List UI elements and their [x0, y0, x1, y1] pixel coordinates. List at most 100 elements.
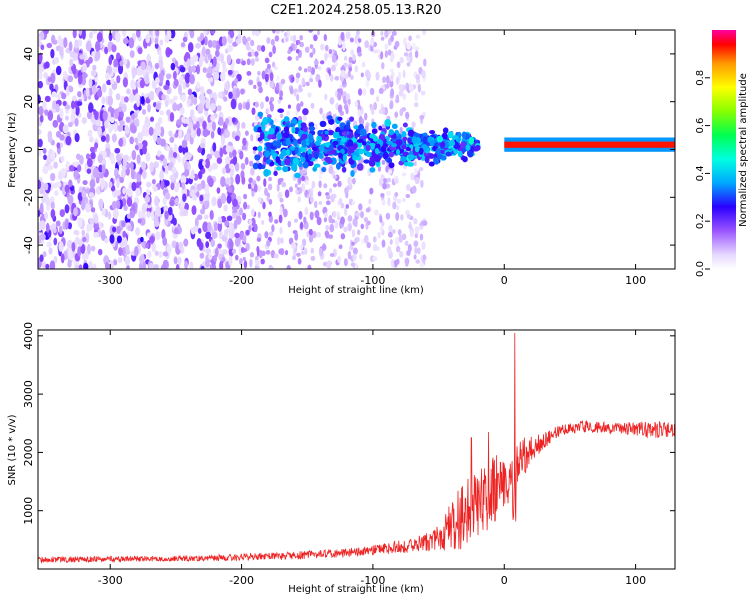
spectrum-cell — [271, 224, 275, 233]
spectrum-cell — [116, 225, 121, 234]
spectrum-cell — [325, 224, 330, 231]
spectrum-cell — [195, 120, 200, 130]
spectrum-cell — [382, 182, 387, 190]
spectrum-cell — [247, 183, 252, 190]
spectrum-cell — [299, 221, 304, 230]
spectrum-cell — [189, 261, 194, 269]
spectrum-cell — [184, 168, 190, 177]
spectrum-cell — [261, 70, 266, 80]
spectrum-cell — [412, 185, 417, 194]
spectrum-cell — [332, 210, 337, 219]
spectrum-cell — [146, 211, 151, 218]
spectrum-cell — [299, 34, 304, 41]
spectrum-cell — [116, 75, 121, 84]
spectrum-cell — [414, 146, 420, 153]
spectrum-cell — [389, 57, 394, 63]
spectrum-cell — [257, 196, 262, 203]
spectrum-cell — [369, 167, 376, 173]
spectrum-cell — [295, 189, 299, 195]
spectrum-cell — [220, 176, 226, 188]
spectrum-cell — [344, 207, 348, 216]
spectrum-cell — [91, 51, 96, 57]
spectrum-cell — [156, 102, 161, 109]
spectrum-cell — [173, 256, 178, 265]
spectrum-cell — [228, 247, 234, 257]
spectrum-cell — [141, 203, 147, 214]
spectrum-cell — [38, 105, 44, 116]
spectrum-cell — [268, 265, 274, 269]
spectrum-cell — [270, 83, 275, 88]
spectrum-cell — [395, 245, 401, 253]
spectrum-cell — [183, 161, 188, 172]
spectrum-cell — [291, 241, 296, 250]
spectrum-cell — [307, 264, 312, 269]
spectrum-cell — [250, 217, 256, 227]
spectrum-cell — [280, 148, 288, 157]
spectrum-cell — [363, 112, 368, 121]
spectrum-cell — [402, 136, 408, 142]
spectrum-cell — [303, 68, 308, 73]
spectrum-cell — [276, 236, 281, 246]
spectrum-cell — [118, 246, 123, 257]
colorbar-tick-label: 0.6 — [695, 118, 706, 134]
spectrum-cell — [314, 200, 318, 209]
spectrum-cell — [72, 30, 77, 39]
spectrum-cell — [198, 118, 204, 124]
spectrum-cell — [279, 237, 284, 244]
spectrum-cell — [161, 229, 166, 240]
spectrum-cell — [381, 220, 385, 227]
spectrum-cell — [267, 134, 273, 140]
spectrum-cell — [100, 135, 106, 143]
spectrum-cell — [256, 237, 262, 242]
spectrum-cell — [211, 196, 217, 207]
spectrum-cell — [326, 260, 332, 269]
spectrum-cell — [402, 122, 408, 128]
spectrum-cell — [231, 212, 238, 219]
spectrum-cell — [151, 178, 156, 185]
spectrum-cell — [387, 231, 393, 238]
spectrum-cell — [272, 45, 276, 54]
spectrum-cell — [413, 254, 417, 260]
spectrum-cell — [409, 230, 414, 238]
spectrum-cell — [419, 225, 424, 230]
spectrum-cell — [371, 128, 378, 134]
spectrum-cell — [180, 42, 186, 48]
spectrum-cell — [251, 107, 256, 115]
spectrum-cell — [77, 246, 82, 257]
spectrum-cell — [340, 233, 346, 240]
spectrum-cell — [272, 140, 278, 147]
spectrum-cell — [252, 146, 258, 151]
spectrum-cell — [64, 104, 71, 110]
spectrum-cell — [95, 176, 100, 184]
spectrum-cell — [145, 152, 151, 162]
spectrum-cell — [137, 132, 143, 143]
spectrum-cell — [159, 154, 165, 161]
spectrum-cell — [406, 184, 411, 191]
spectrum-cell — [309, 52, 314, 58]
spectrum-cell — [189, 108, 195, 119]
spectrum-cell — [38, 179, 42, 190]
y-tick-label: 2000 — [22, 438, 35, 466]
spectrum-cell — [46, 42, 53, 49]
spectrum-cell — [460, 142, 466, 148]
spectrum-cell — [85, 153, 91, 160]
spectrum-cell — [182, 36, 188, 43]
spectrum-cell — [62, 124, 69, 134]
spectrum-cell — [94, 40, 101, 52]
spectrum-cell — [189, 73, 195, 85]
spectrum-cell — [74, 39, 79, 50]
spectrum-cell — [390, 142, 397, 148]
spectrum-cell — [251, 190, 255, 197]
spectrum-cell — [280, 30, 284, 33]
spectrum-cell — [122, 187, 127, 195]
spectrum-cell — [56, 142, 61, 149]
spectrum-cell — [185, 81, 190, 88]
spectrum-cell — [155, 231, 161, 241]
spectrum-cell — [187, 121, 194, 130]
spectrum-cell — [301, 175, 306, 182]
spectrum-cell — [380, 174, 385, 179]
spectrum-cell — [135, 227, 141, 236]
spectrum-cell — [304, 206, 309, 216]
spectrum-cell — [101, 96, 106, 105]
spectrum-cell — [157, 59, 164, 69]
